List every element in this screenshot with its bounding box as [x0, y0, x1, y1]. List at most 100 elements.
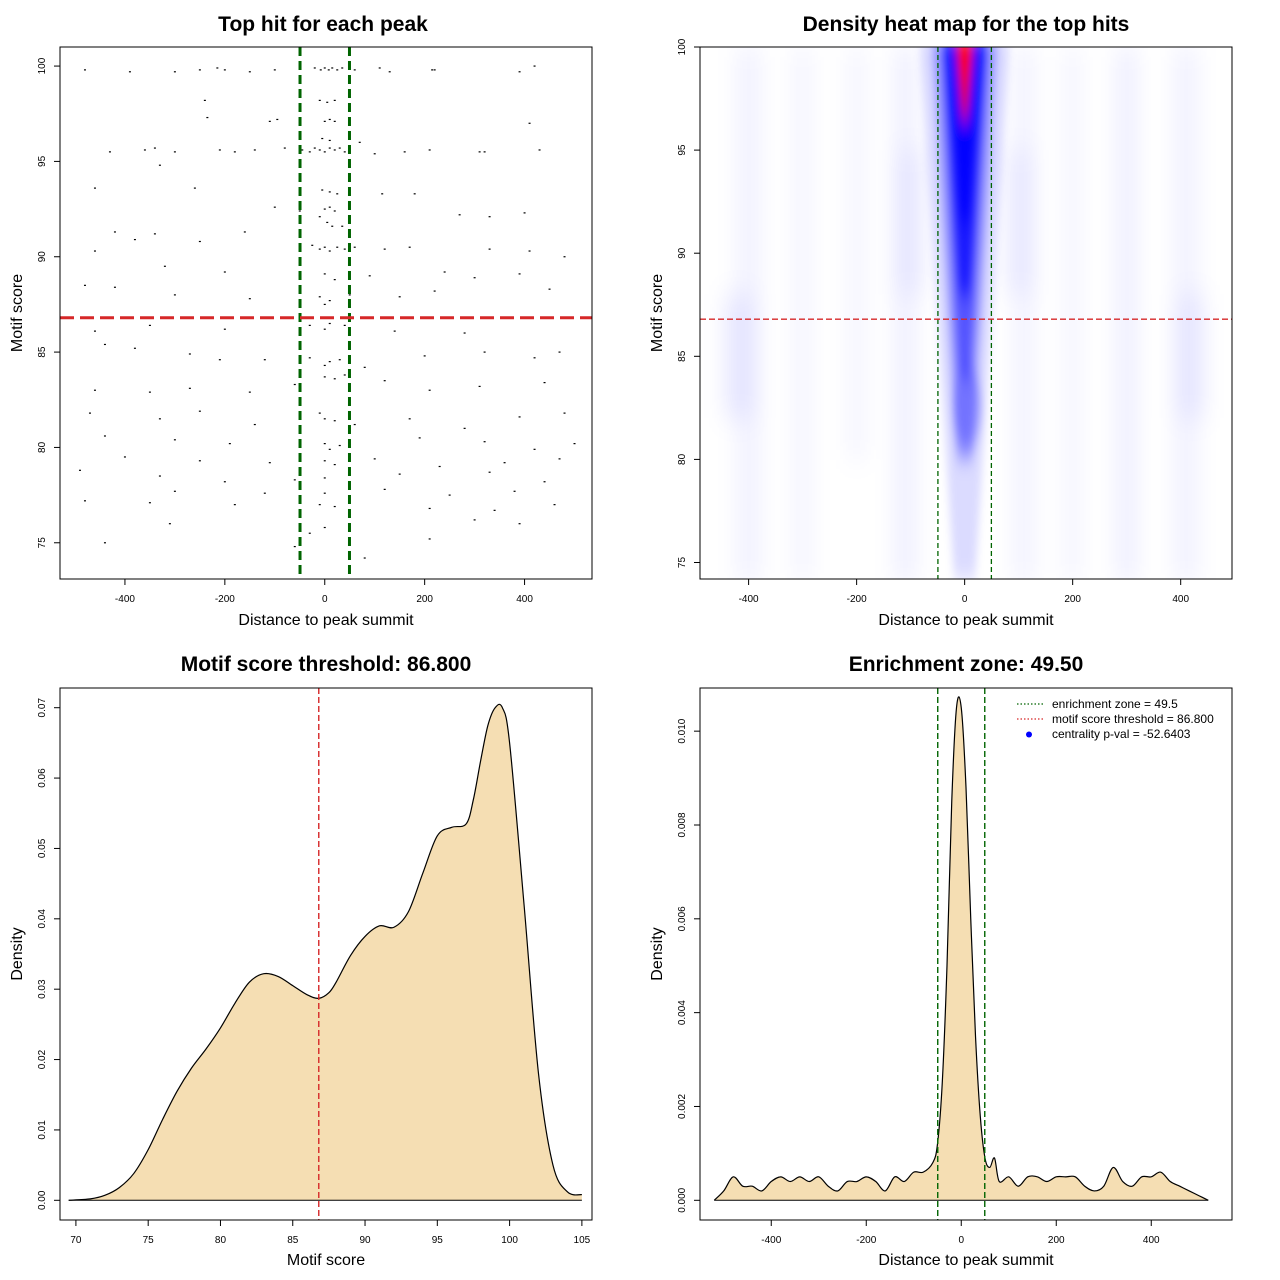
scatter-point [206, 116, 209, 119]
scatter-point [563, 412, 566, 414]
heatmap-density-layer [950, 47, 980, 223]
scatter-point [321, 137, 324, 140]
scatter-point [438, 465, 441, 468]
scatter-point [338, 444, 341, 447]
heatmap-y-tick-label: 85 [677, 350, 688, 362]
scatter-point [488, 471, 491, 473]
scatter-point [83, 500, 86, 502]
heatmap-clip [700, 47, 1232, 579]
score-density-y-tick-label: 0.05 [37, 838, 48, 858]
scatter-point [428, 149, 431, 151]
scatter-point [323, 273, 326, 275]
scatter-point [328, 206, 331, 208]
scatter-point [133, 347, 136, 349]
scatter-point [428, 538, 431, 540]
heatmap-y-tick-label: 100 [677, 38, 688, 55]
scatter-point [363, 557, 366, 559]
scatter-point [158, 418, 161, 420]
score-density-x-tick-label: 105 [574, 1235, 591, 1246]
scatter-point [338, 359, 341, 361]
scatter-point [318, 504, 321, 506]
distance-density-y-tick-label: 0.006 [677, 906, 688, 931]
score-density-y-tick-label: 0.00 [37, 1190, 48, 1210]
heatmap-x-tick-label: -200 [847, 594, 867, 605]
scatter-point [533, 357, 536, 359]
scatter-point [353, 423, 356, 426]
scatter-point [431, 69, 434, 71]
scatter-point [328, 300, 331, 302]
scatter-point [321, 189, 324, 191]
legend-pval-dot [1026, 731, 1032, 738]
scatter-point [333, 420, 336, 422]
scatter-y-tick-label: 95 [37, 155, 48, 167]
heatmap-ambient-streak [1114, 47, 1139, 579]
scatter-point [483, 441, 486, 443]
scatter-point [388, 71, 391, 73]
scatter-point [223, 69, 226, 71]
scatter-point [328, 139, 331, 142]
scatter-point [338, 147, 341, 149]
score-density-x-tick-label: 95 [432, 1235, 444, 1246]
scatter-point [308, 151, 311, 153]
scatter-point [293, 383, 296, 386]
scatter-point [408, 246, 411, 248]
scatter-point [533, 448, 536, 450]
scatter-point [333, 120, 336, 122]
scatter-point [153, 233, 156, 235]
heatmap-ambient-density [722, 47, 1207, 579]
scatter-point [341, 225, 344, 227]
heatmap-ambient-streak [846, 47, 867, 460]
scatter-point [327, 69, 330, 71]
scatter-point [558, 458, 561, 460]
scatter-x-tick-label: 200 [416, 594, 433, 605]
heatmap-x-tick-label: 400 [1172, 594, 1189, 605]
heatmap-density-layer [959, 47, 970, 85]
scatter-point [458, 214, 461, 216]
scatter-point [328, 191, 331, 193]
scatter-x-tick-label: 400 [516, 594, 533, 605]
scatter-point [318, 216, 321, 218]
heatmap-x-ticks: -400 -200 0 200 400 [739, 579, 1189, 605]
scatter-point [518, 523, 521, 525]
scatter-point [253, 149, 256, 151]
heatmap-ambient-streak [1176, 294, 1207, 419]
distance-density-area [713, 696, 1209, 1201]
score-density-x-tick-label: 75 [143, 1235, 155, 1246]
scatter-y-tick-label: 75 [37, 537, 48, 549]
distance-density-y-tick-label: 0.002 [677, 1094, 688, 1119]
scatter-y-tick-label: 100 [37, 57, 48, 74]
scatter-point [248, 298, 251, 300]
scatter-point [103, 542, 106, 544]
heatmap-ambient-streak [893, 47, 918, 579]
scatter-point [341, 67, 344, 69]
scatter-point [283, 147, 286, 149]
scatter-point [433, 290, 436, 292]
distance-density-y-ticks: 0.000 0.002 0.004 0.006 0.008 0.010 [677, 718, 700, 1213]
scatter-point [276, 118, 279, 121]
scatter-point [311, 244, 314, 246]
scatter-point [353, 246, 356, 248]
scatter-point [78, 469, 81, 471]
scatter-point [168, 523, 171, 525]
heatmap-x-axis-label: Distance to peak summit [878, 612, 1054, 629]
heatmap-y-tick-label: 75 [677, 557, 688, 569]
heatmap-plot-frame [699, 46, 1233, 580]
distance-density-x-tick-label: 400 [1143, 1235, 1160, 1246]
scatter-point [323, 418, 326, 420]
scatter-point [333, 378, 336, 380]
scatter-point [133, 238, 136, 241]
distance-density-y-tick-label: 0.010 [677, 718, 688, 743]
scatter-point [268, 120, 271, 122]
scatter-point [503, 462, 506, 464]
scatter-point [373, 458, 376, 460]
distance-density-panel: Enrichment zone: 49.50 -400 -200 0 200 400 0… [649, 653, 1233, 1269]
distance-density-plot-frame [699, 687, 1233, 1221]
scatter-point [413, 193, 416, 195]
scatter-point [543, 481, 546, 483]
scatter-y-tick-label: 90 [37, 251, 48, 263]
score-density-x-tick-label: 100 [501, 1235, 518, 1246]
scatter-point [233, 151, 236, 153]
scatter-point [188, 353, 191, 355]
score-density-y-tick-label: 0.01 [37, 1120, 48, 1140]
scatter-point [88, 412, 91, 414]
